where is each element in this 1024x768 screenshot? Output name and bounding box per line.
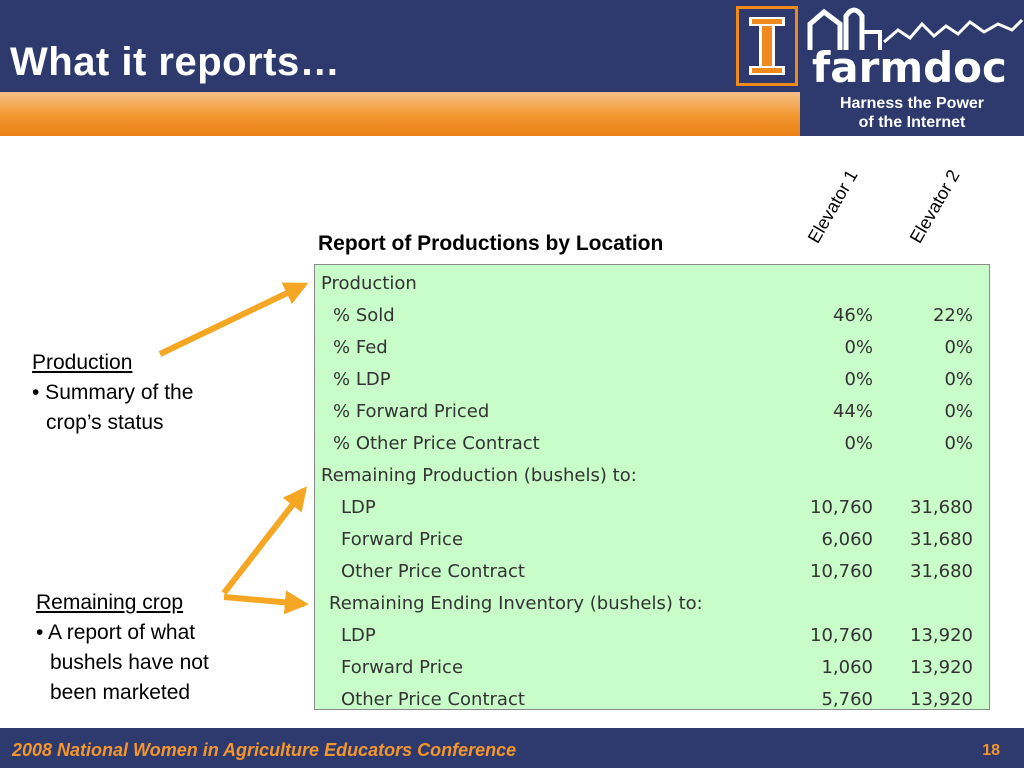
table-row: Remaining Ending Inventory (bushels) to:	[315, 587, 991, 619]
note-production-line-2: crop’s status	[46, 411, 164, 434]
cell-elevator-1: 0%	[844, 369, 873, 390]
table-row: Other Price Contract 10,760 31,680	[315, 555, 991, 587]
note-remaining-line-3: been marketed	[50, 681, 191, 704]
row-label: Production	[321, 273, 417, 294]
table-row: % LDP 0% 0%	[315, 363, 991, 395]
cell-elevator-1: 10,760	[810, 625, 873, 646]
cell-elevator-2: 13,920	[910, 657, 973, 678]
row-label: LDP	[341, 497, 376, 518]
note-remaining-line-1: • A report of what	[36, 621, 196, 644]
cell-elevator-2: 0%	[944, 401, 973, 422]
cell-elevator-2: 0%	[944, 433, 973, 454]
cell-elevator-1: 10,760	[810, 497, 873, 518]
row-label: Remaining Ending Inventory (bushels) to:	[329, 593, 703, 614]
table-row: Other Price Contract 5,760 13,920	[315, 683, 991, 715]
arrow-to-remaining-inventory	[223, 590, 309, 615]
cell-elevator-2: 0%	[944, 369, 973, 390]
note-remaining-line-2: bushels have not	[50, 651, 209, 674]
row-label: Other Price Contract	[341, 689, 525, 710]
tagline-line-2: of the Internet	[858, 114, 966, 131]
note-remaining-crop: Remaining crop • A report of what bushel…	[36, 588, 209, 708]
row-label: % Sold	[333, 305, 395, 326]
farm-silhouette-icon	[806, 2, 1024, 92]
cell-elevator-2: 31,680	[910, 561, 973, 582]
report-title: Report of Productions by Location	[318, 232, 664, 255]
cell-elevator-1: 6,060	[821, 529, 873, 550]
cell-elevator-2: 0%	[944, 337, 973, 358]
cell-elevator-1: 1,060	[821, 657, 873, 678]
row-label: LDP	[341, 625, 376, 646]
cell-elevator-2: 13,920	[910, 625, 973, 646]
table-row: Production	[315, 267, 991, 299]
row-label: Forward Price	[341, 657, 464, 678]
arrow-to-production	[158, 282, 309, 357]
row-label: % LDP	[333, 369, 391, 390]
report-table: Production % Sold 46% 22% % Fed 0% 0% % …	[314, 264, 990, 710]
cell-elevator-2: 31,680	[910, 529, 973, 550]
cell-elevator-1: 0%	[844, 337, 873, 358]
footer-conference: 2008 National Women in Agriculture Educa…	[12, 740, 517, 760]
table-row: % Forward Priced 44% 0%	[315, 395, 991, 427]
table-row: Forward Price 6,060 31,680	[315, 523, 991, 555]
table-row: Forward Price 1,060 13,920	[315, 651, 991, 683]
cell-elevator-1: 44%	[832, 401, 873, 422]
table-row: % Sold 46% 22%	[315, 299, 991, 331]
row-label: % Other Price Contract	[333, 433, 540, 454]
logo-name: farmdoc	[812, 43, 1007, 92]
row-label: % Fed	[333, 337, 388, 358]
note-production-heading: Production	[32, 351, 133, 374]
logo-tagline: Harness the Power of the Internet	[804, 94, 1020, 132]
cell-elevator-2: 31,680	[910, 497, 973, 518]
table-row: % Other Price Contract 0% 0%	[315, 427, 991, 459]
table-row: Remaining Production (bushels) to:	[315, 459, 991, 491]
cell-elevator-2: 22%	[932, 305, 973, 326]
note-production: Production • Summary of the crop’s statu…	[32, 348, 193, 438]
table-row: % Fed 0% 0%	[315, 331, 991, 363]
cell-elevator-1: 10,760	[810, 561, 873, 582]
tagline-line-1: Harness the Power	[839, 95, 985, 112]
note-remaining-heading: Remaining crop	[36, 591, 184, 614]
table-row: LDP 10,760 31,680	[315, 491, 991, 523]
table-row: LDP 10,760 13,920	[315, 619, 991, 651]
header-bar	[0, 0, 1024, 92]
tagline-box	[800, 92, 1024, 136]
page-number: 18	[982, 742, 1000, 759]
header-accent-band	[0, 92, 800, 136]
illinois-i-icon	[736, 6, 798, 86]
row-label: Other Price Contract	[341, 561, 525, 582]
note-production-line-1: • Summary of the	[32, 381, 194, 404]
cell-elevator-2: 13,920	[910, 689, 973, 710]
cell-elevator-1: 46%	[832, 305, 873, 326]
row-label: % Forward Priced	[333, 401, 490, 422]
row-label: Remaining Production (bushels) to:	[321, 465, 637, 486]
cell-elevator-1: 5,760	[821, 689, 873, 710]
row-label: Forward Price	[341, 529, 464, 550]
arrow-to-remaining-production	[221, 486, 307, 595]
footer-bar	[0, 728, 1024, 768]
slide-title: What it reports…	[10, 40, 341, 84]
cell-elevator-1: 0%	[844, 433, 873, 454]
